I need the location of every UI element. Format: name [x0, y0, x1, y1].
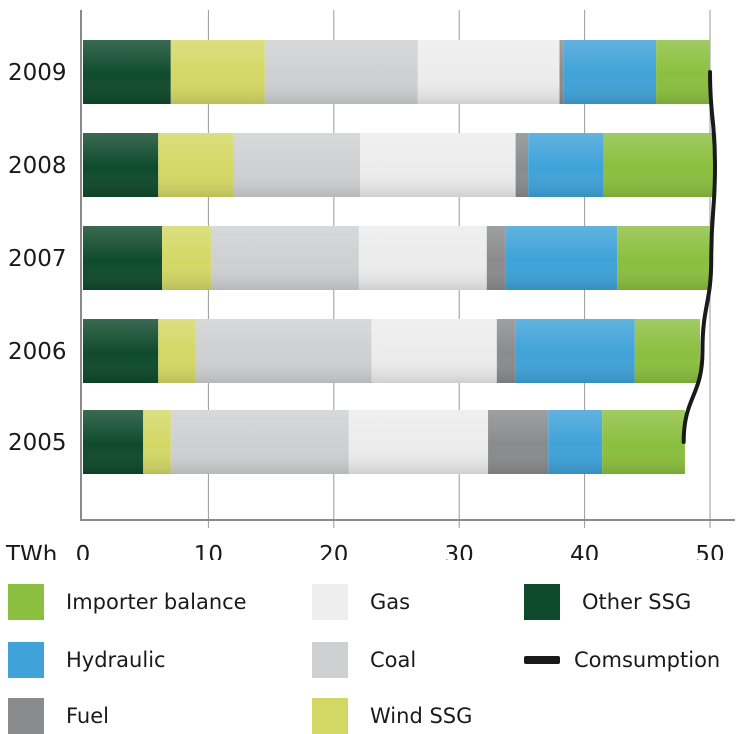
legend-item: Fuel	[8, 698, 109, 734]
legend-label: Importer balance	[66, 590, 247, 614]
legend-item: Importer balance	[8, 584, 247, 620]
legend-swatch	[524, 656, 560, 664]
legend-label: Other SSG	[582, 590, 692, 614]
legend-swatch	[8, 584, 44, 620]
legend-swatch	[8, 642, 44, 678]
consumption-line	[681, 70, 718, 444]
legend-label: Wind SSG	[370, 704, 473, 728]
category-label: 2005	[8, 430, 67, 456]
x-tick-label: 40	[570, 542, 599, 560]
legend-label: Hydraulic	[66, 648, 166, 672]
category-label: 2008	[8, 153, 67, 179]
category-label: 2007	[8, 246, 67, 272]
legend-swatch	[8, 698, 44, 734]
category-label: 2009	[8, 60, 67, 86]
legend-label: Coal	[370, 648, 417, 672]
legend-item: Comsumption	[524, 642, 720, 678]
x-tick-label: 10	[194, 542, 223, 560]
legend: Importer balance Gas Other SSG Hydraulic Coa…	[0, 580, 738, 734]
bar-shading	[83, 226, 710, 290]
x-tick-label: 0	[76, 542, 91, 560]
x-tick-label: 30	[445, 542, 474, 560]
legend-item: Wind SSG	[312, 698, 472, 734]
legend-swatch	[312, 584, 348, 620]
legend-swatch	[524, 584, 560, 620]
legend-swatch	[312, 698, 348, 734]
legend-label: Gas	[370, 590, 411, 614]
legend-item: Hydraulic	[8, 642, 166, 678]
legend-label: Fuel	[66, 704, 109, 728]
bar-shading	[83, 133, 717, 197]
legend-swatch	[312, 642, 348, 678]
unit-label: TWh	[5, 542, 57, 560]
bar-shading	[83, 319, 700, 383]
bar-shading	[83, 410, 685, 474]
legend-item: Gas	[312, 584, 410, 620]
stacked-bar-chart: 0 10 20 30 40 50 TWh 2009 2008 2007 2006 2005	[5, 10, 735, 560]
x-tick-label: 20	[319, 542, 348, 560]
legend-label: Comsumption	[574, 648, 721, 672]
x-tick-label: 50	[695, 542, 724, 560]
legend-item: Coal	[312, 642, 416, 678]
bar-shading	[83, 40, 710, 104]
legend-item: Other SSG	[524, 584, 691, 620]
category-label: 2006	[8, 339, 67, 365]
